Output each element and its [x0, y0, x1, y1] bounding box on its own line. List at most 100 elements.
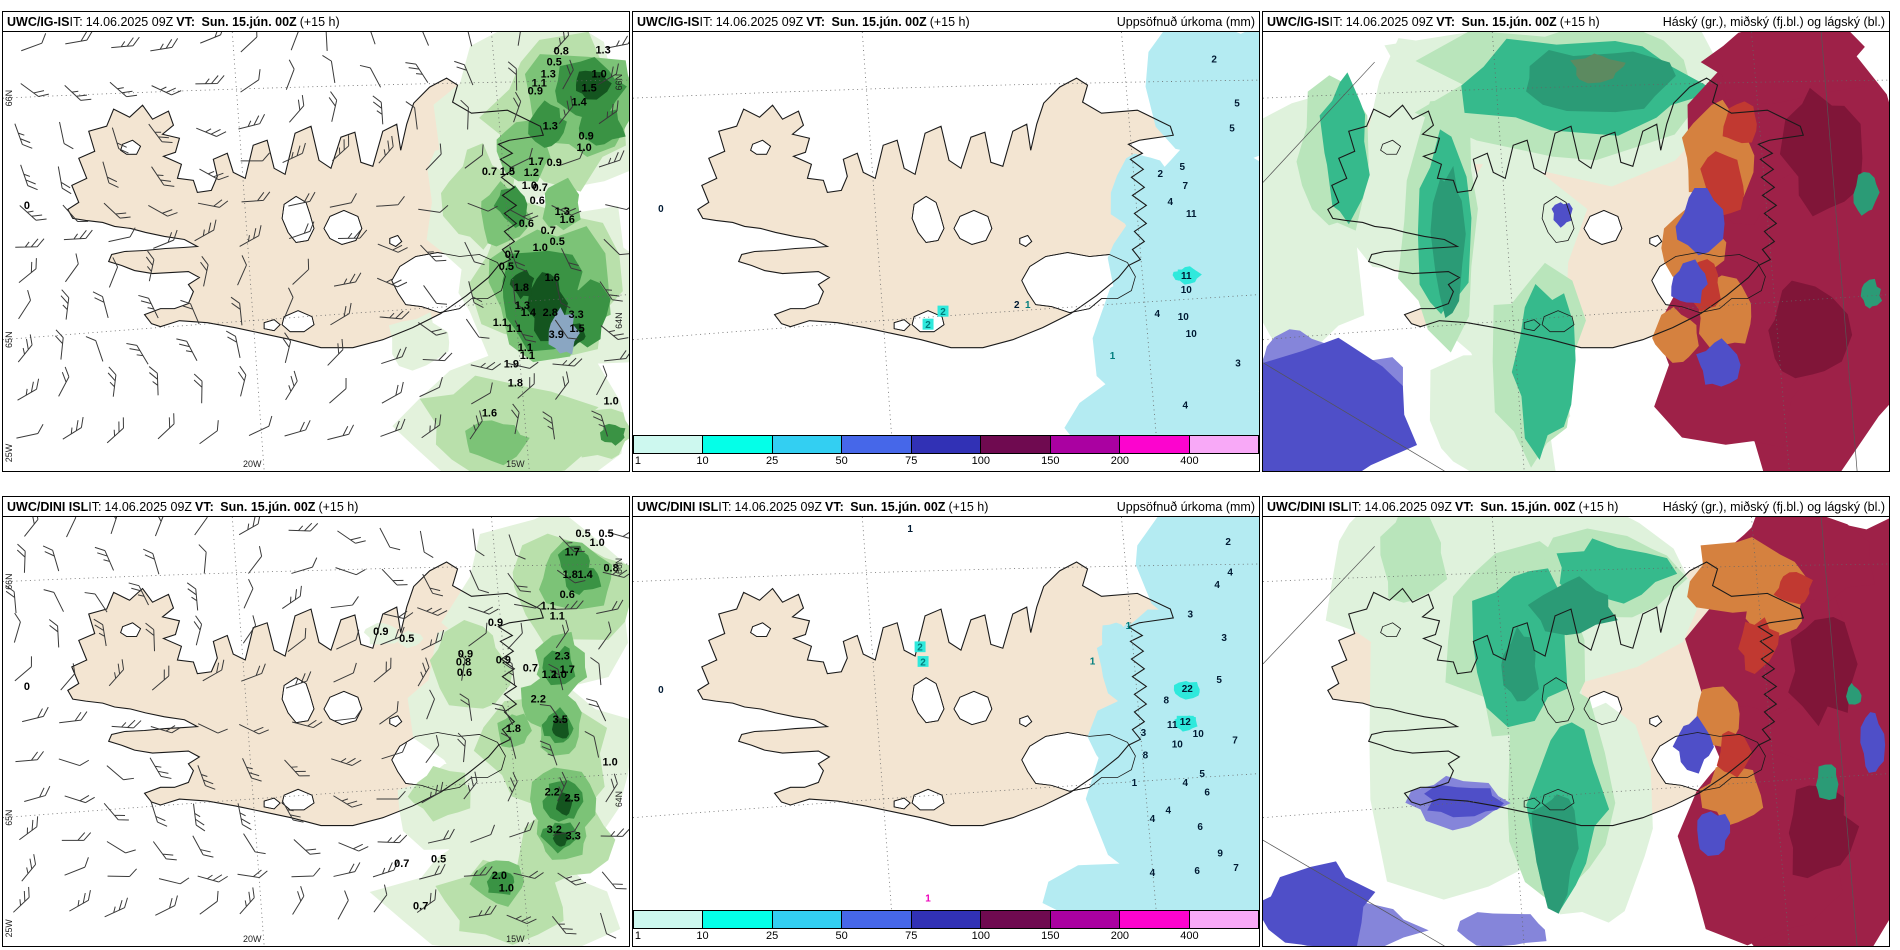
- svg-text:2: 2: [920, 657, 926, 668]
- svg-text:1.5: 1.5: [500, 166, 515, 178]
- svg-text:20W: 20W: [243, 934, 262, 944]
- precip-legend-labels: 1 10 25 50 75 100 150 200 400: [633, 929, 1259, 944]
- panel-igis-wind: UWC/IG-ISIT: 14.06.2025 09Z VT: Sun. 15.jú…: [2, 11, 630, 472]
- panel-dini-clouds: UWC/DINI ISLIT: 14.06.2025 09Z VT: Sun. 15…: [1262, 496, 1890, 947]
- cloud-cover-map: [1263, 517, 1889, 946]
- lead-time: (+15 h): [1559, 14, 1600, 29]
- svg-text:25W: 25W: [4, 443, 14, 462]
- model-name: UWC/DINI ISL: [7, 499, 89, 514]
- svg-text:0: 0: [24, 681, 30, 693]
- svg-text:2: 2: [917, 643, 923, 654]
- legend-tick-label: 25: [765, 455, 779, 467]
- svg-text:5: 5: [1229, 124, 1235, 135]
- svg-text:1.4: 1.4: [578, 569, 593, 581]
- field-label: Háský (gr.), miðský (fj.bl.) og lágský (…: [1662, 14, 1885, 29]
- svg-text:2: 2: [925, 320, 931, 331]
- lead-time: (+15 h): [948, 499, 989, 514]
- panel-title-bar: UWC/IG-ISIT: 14.06.2025 09Z VT: Sun. 15.jú…: [633, 12, 1259, 32]
- svg-text:0.7: 0.7: [533, 182, 548, 194]
- wind-precip-map: 0.80.51.31.01.31.10.9 1.51.41.30.91.01.7 0…: [3, 32, 629, 471]
- legend-swatch: [842, 436, 912, 453]
- valid-time: Sun. 15.jún. 00Z: [850, 499, 946, 514]
- svg-text:1.8: 1.8: [563, 569, 578, 581]
- svg-text:3: 3: [1235, 358, 1241, 369]
- precip-legend-bar: [633, 910, 1259, 929]
- valid-label: VT:: [176, 14, 196, 29]
- svg-text:4: 4: [1214, 580, 1220, 591]
- legend-swatch: [772, 436, 843, 453]
- svg-text:20W: 20W: [243, 459, 262, 469]
- lead-time: (+15 h): [299, 14, 340, 29]
- precip-legend-labels: 1 10 25 50 75 100 150 200 400: [633, 454, 1259, 469]
- svg-text:1.4: 1.4: [521, 307, 537, 319]
- svg-text:1.3: 1.3: [555, 206, 570, 218]
- svg-text:2: 2: [1225, 537, 1231, 548]
- svg-text:8: 8: [1164, 696, 1170, 707]
- svg-text:5: 5: [1199, 769, 1205, 780]
- svg-text:1.6: 1.6: [560, 214, 575, 226]
- svg-text:1: 1: [1110, 351, 1116, 362]
- svg-text:4: 4: [1182, 778, 1188, 789]
- legend-tick-label: 200: [1110, 455, 1130, 467]
- model-name: UWC/IG-IS: [7, 14, 70, 29]
- svg-text:1: 1: [1025, 300, 1031, 311]
- svg-text:0.5: 0.5: [598, 528, 613, 540]
- svg-text:7: 7: [1233, 863, 1239, 874]
- svg-text:0.5: 0.5: [547, 57, 562, 69]
- svg-text:1: 1: [1090, 656, 1096, 667]
- svg-text:3.9: 3.9: [549, 329, 564, 341]
- svg-text:1.4: 1.4: [572, 97, 588, 109]
- svg-text:3: 3: [1221, 633, 1227, 644]
- model-name: UWC/DINI ISL: [637, 499, 719, 514]
- svg-text:0: 0: [658, 204, 664, 215]
- legend-tick-label: 1: [634, 455, 641, 467]
- panel-title-bar: UWC/IG-ISIT: 14.06.2025 09Z VT: Sun. 15.jú…: [1263, 12, 1889, 32]
- svg-text:1.0: 1.0: [499, 883, 514, 895]
- svg-text:1.1: 1.1: [532, 78, 547, 90]
- valid-label: VT:: [1455, 499, 1474, 514]
- legend-swatch: [703, 911, 773, 928]
- svg-text:64N: 64N: [614, 791, 624, 807]
- precip-legend: 1 10 25 50 75 100 150 200 400: [633, 910, 1259, 946]
- svg-text:4: 4: [1150, 868, 1156, 879]
- panel-title-bar: UWC/DINI ISLIT: 14.06.2025 09Z VT: Sun. 15…: [633, 497, 1259, 517]
- svg-text:0.7: 0.7: [394, 858, 409, 870]
- legend-tick-label: 50: [835, 455, 848, 467]
- legend-tick-label: 150: [1041, 930, 1060, 942]
- svg-text:65N: 65N: [4, 810, 14, 826]
- svg-text:2.8: 2.8: [543, 307, 558, 319]
- svg-text:66N: 66N: [614, 74, 624, 91]
- legend-swatch: [981, 436, 1051, 453]
- svg-text:1.1: 1.1: [507, 323, 522, 335]
- svg-text:1: 1: [907, 524, 913, 535]
- svg-text:0.5: 0.5: [576, 528, 591, 540]
- init-time: 14.06.2025 09Z: [104, 499, 193, 514]
- svg-text:4: 4: [1182, 400, 1188, 411]
- valid-time: Sun. 15.jún. 00Z: [1480, 499, 1576, 514]
- legend-swatch: [772, 911, 843, 928]
- init-label: IT:: [1329, 14, 1343, 29]
- legend-tick-label: 75: [905, 455, 918, 467]
- svg-text:0.7: 0.7: [505, 249, 520, 261]
- svg-text:3.5: 3.5: [553, 714, 568, 726]
- svg-text:0.5: 0.5: [550, 236, 565, 248]
- svg-text:5: 5: [1234, 99, 1240, 110]
- svg-text:2.3: 2.3: [555, 651, 570, 663]
- svg-text:9: 9: [1217, 848, 1223, 859]
- svg-text:3: 3: [1141, 728, 1147, 739]
- svg-text:2.0: 2.0: [492, 870, 507, 882]
- svg-text:0.9: 0.9: [458, 649, 473, 661]
- legend-tick-label: 100: [971, 930, 990, 942]
- svg-text:0.9: 0.9: [373, 626, 388, 638]
- svg-text:1.0: 1.0: [591, 69, 606, 81]
- svg-text:0.5: 0.5: [399, 633, 414, 645]
- field-label: Uppsöfnuð úrkoma (mm): [1116, 499, 1255, 514]
- graticule: [633, 32, 1259, 471]
- wind-precip-map: 0.5 0.51.01.70.81.8 1.40.61.11.10.90.90.50…: [3, 517, 629, 946]
- svg-text:66N: 66N: [4, 90, 14, 107]
- svg-text:11: 11: [1167, 720, 1178, 731]
- svg-text:22: 22: [1182, 684, 1194, 695]
- legend-tick-label: 1: [634, 930, 641, 942]
- precip-values: 0.80.51.31.01.31.10.9 1.51.41.30.91.01.7 0…: [24, 45, 619, 420]
